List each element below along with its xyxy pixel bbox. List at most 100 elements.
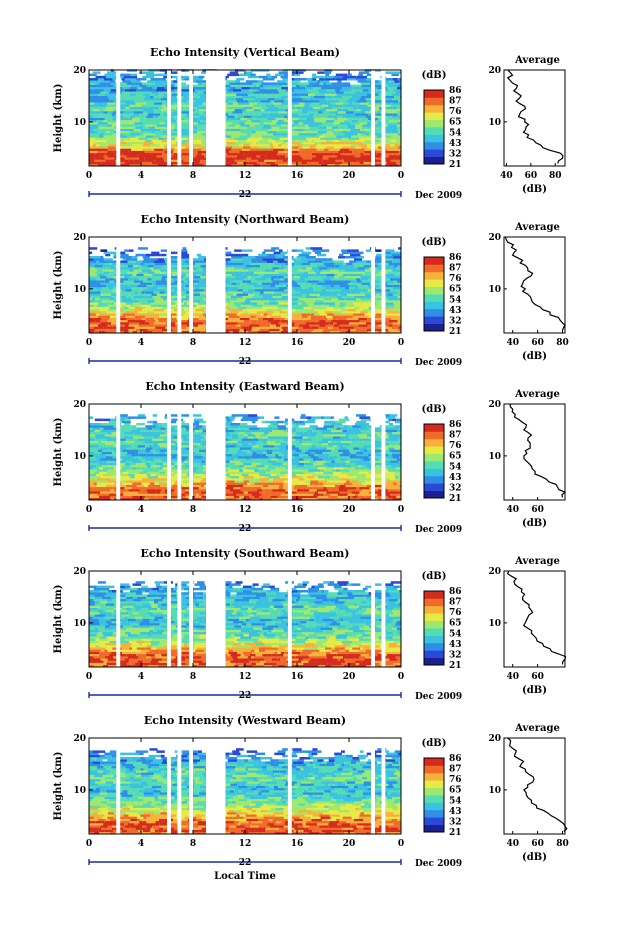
data-gap <box>371 70 375 166</box>
colorbar-swatch <box>424 431 444 440</box>
average-y-tick: 10 <box>488 786 501 796</box>
x-tick-label: 12 <box>239 338 252 348</box>
x-tick-label: 4 <box>138 839 144 849</box>
data-gap <box>177 571 182 667</box>
day-label: 22 <box>239 190 252 200</box>
heatmap-cells <box>89 748 401 835</box>
data-gap <box>206 404 226 500</box>
average-x-tick: 40 <box>506 505 519 515</box>
data-gap <box>381 571 386 667</box>
x-tick-label: 0 <box>398 505 404 515</box>
average-y-tick: 20 <box>488 66 501 76</box>
colorbar-swatch <box>424 824 444 833</box>
colorbar-swatch <box>424 279 444 287</box>
colorbar-tick: 54 <box>449 462 462 472</box>
y-axis-label: Height (km) <box>53 84 64 153</box>
x-tick-label: 4 <box>138 338 144 348</box>
colorbar-swatch <box>424 257 444 265</box>
x-tick-label: 16 <box>291 338 304 348</box>
y-tick-label: 20 <box>73 567 86 577</box>
data-gap <box>177 738 182 834</box>
x-tick-label: 4 <box>138 171 144 181</box>
average-profile-line <box>509 404 567 498</box>
day-label: 22 <box>239 858 252 868</box>
colorbar-tick: 86 <box>449 754 462 764</box>
x-tick-label: 12 <box>239 672 252 682</box>
colorbar-tick: 21 <box>449 661 462 671</box>
panel-4: Echo Intensity (Westward Beam) 0 4 8 12 16 20 0… <box>53 714 569 869</box>
heatmap-cells <box>89 581 401 668</box>
colorbar-swatch <box>424 156 444 165</box>
average-xlabel: (dB) <box>522 351 547 362</box>
data-gap <box>116 70 121 166</box>
colorbar-swatch <box>424 780 444 788</box>
data-gap <box>116 237 121 333</box>
y-tick-label: 10 <box>73 118 86 128</box>
panel-title: Echo Intensity (Eastward Beam) <box>145 380 344 393</box>
colorbar-tick: 43 <box>449 807 462 817</box>
data-gap <box>177 404 182 500</box>
colorbar-tick: 87 <box>449 264 462 274</box>
panel-title: Echo Intensity (Northward Beam) <box>141 213 350 226</box>
colorbar-swatch <box>424 97 444 106</box>
x-tick-label: 12 <box>239 839 252 849</box>
colorbar-tick: 76 <box>449 608 462 618</box>
average-x-tick: 40 <box>506 338 519 348</box>
colorbar-tick: 43 <box>449 139 462 149</box>
colorbar-frame <box>423 590 445 666</box>
average-y-tick: 20 <box>488 233 501 243</box>
panel-1: Echo Intensity (Northward Beam) 0 4 8 12 16 20… <box>53 213 569 368</box>
colorbar-frame <box>423 89 445 165</box>
colorbar-label: (dB) <box>422 571 447 582</box>
average-x-tick: 40 <box>506 839 519 849</box>
colorbar-swatch <box>424 438 444 447</box>
heatmap-cells <box>89 414 401 501</box>
colorbar-tick: 32 <box>449 316 462 326</box>
x-tick-label: 8 <box>190 171 196 181</box>
x-tick-label: 0 <box>398 338 404 348</box>
average-x-tick: 40 <box>506 672 519 682</box>
data-gap <box>116 738 121 834</box>
colorbar-swatch <box>424 141 444 150</box>
average-x-tick: 60 <box>525 171 538 181</box>
colorbar-swatch <box>424 598 444 607</box>
average-profile-line <box>506 69 564 164</box>
colorbar-tick: 76 <box>449 775 462 785</box>
colorbar-swatch <box>424 468 444 477</box>
data-gap <box>177 237 182 333</box>
average-x-tick: 60 <box>531 338 544 348</box>
colorbar-swatch <box>424 809 444 818</box>
colorbar-swatch <box>424 642 444 651</box>
colorbar-swatch <box>424 657 444 666</box>
colorbar-tick: 32 <box>449 817 462 827</box>
colorbar-swatch <box>424 453 444 462</box>
average-y-tick: 20 <box>488 734 501 744</box>
date-label: Dec 2009 <box>415 191 462 201</box>
average-title: Average <box>514 556 560 567</box>
y-axis-label: Height (km) <box>53 585 64 654</box>
average-x-tick: 80 <box>556 338 569 348</box>
colorbar-swatch <box>424 817 444 825</box>
colorbar-swatch <box>424 772 444 781</box>
x-tick-label: 0 <box>86 338 92 348</box>
colorbar-frame <box>423 423 445 499</box>
colorbar-swatch <box>424 483 444 491</box>
data-gap <box>287 404 292 500</box>
y-tick-label: 10 <box>73 285 86 295</box>
data-gap <box>189 738 193 834</box>
x-tick-label: 16 <box>291 672 304 682</box>
x-tick-label: 4 <box>138 672 144 682</box>
data-gap <box>206 237 226 333</box>
colorbar-tick: 43 <box>449 473 462 483</box>
colorbar-swatch <box>424 475 444 484</box>
colorbar-frame <box>423 256 445 332</box>
colorbar-swatch <box>424 490 444 499</box>
x-tick-label: 20 <box>343 839 356 849</box>
average-frame <box>503 737 566 835</box>
colorbar-swatch <box>424 424 444 432</box>
average-x-tick: 80 <box>556 839 569 849</box>
average-x-tick: 80 <box>549 171 562 181</box>
x-tick-label: 20 <box>343 171 356 181</box>
data-gap <box>287 237 292 333</box>
